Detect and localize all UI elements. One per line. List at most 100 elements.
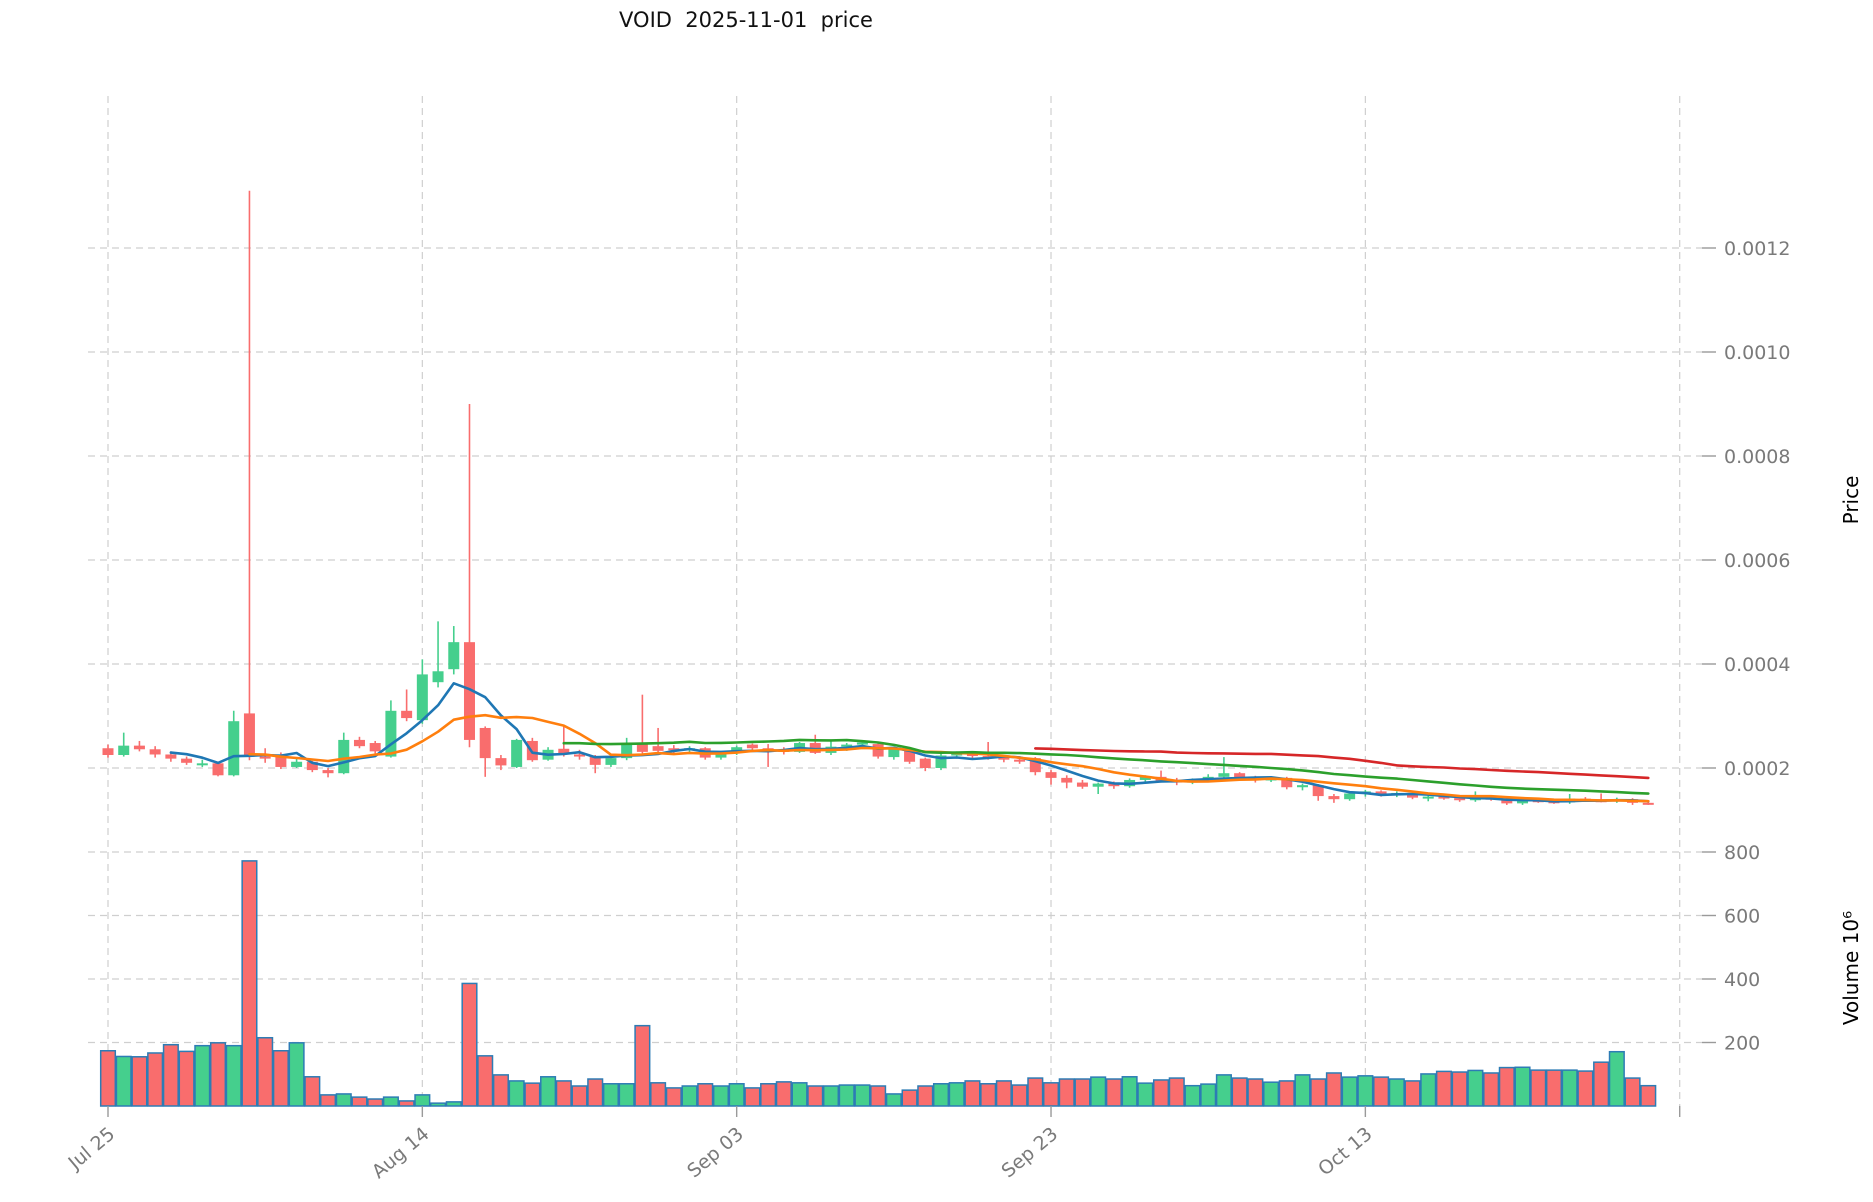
volume-bar [1027, 1077, 1044, 1107]
volume-bar [1498, 1066, 1515, 1107]
volume-bar [382, 1096, 399, 1107]
candle-body [1218, 773, 1230, 777]
candle-body [275, 755, 287, 767]
candle-body [243, 713, 255, 757]
candle-body [479, 727, 491, 759]
candle-body [385, 710, 397, 757]
price-tick-label: 0.0008 [1724, 446, 1790, 468]
volume-bar [319, 1094, 337, 1107]
volume-bar [477, 1055, 494, 1107]
volume-tick-label: 600 [1724, 906, 1760, 928]
volume-bar [1545, 1069, 1563, 1107]
volume-bar [225, 1044, 242, 1107]
volume-bar [1200, 1083, 1217, 1107]
candle-body [495, 758, 507, 766]
volume-bar [131, 1056, 148, 1107]
volume-bar [209, 1042, 227, 1107]
candle-body [998, 757, 1010, 760]
volume-bar [744, 1087, 761, 1107]
volume-bar [901, 1089, 918, 1107]
volume-bar [1357, 1075, 1374, 1107]
volume-bar [1373, 1076, 1390, 1107]
candle-body [1014, 759, 1026, 762]
candle-body [746, 744, 758, 749]
candle-body [935, 755, 947, 768]
volume-bar [1435, 1070, 1452, 1107]
candle-body [133, 745, 145, 750]
volume-bar [115, 1055, 132, 1107]
volume-tick-label: 400 [1724, 969, 1760, 991]
volume-bar [99, 1050, 117, 1107]
candle-body [558, 748, 570, 755]
volume-bar [414, 1094, 431, 1107]
date-tick-label: Oct 13 [1314, 1123, 1376, 1180]
volume-bar [1152, 1079, 1170, 1107]
volume-bar [1231, 1077, 1248, 1107]
price-tick-label: 0.0004 [1724, 654, 1790, 676]
price-tick-label: 0.0010 [1724, 342, 1790, 364]
candle-body [888, 748, 900, 758]
volume-bar [917, 1085, 934, 1107]
candle-body [841, 744, 853, 747]
volume-bar [194, 1044, 211, 1107]
volume-bar [524, 1082, 541, 1107]
candle-body [511, 739, 523, 767]
volume-bar [1593, 1061, 1610, 1107]
volume-bar [1483, 1072, 1500, 1107]
volume-bar [367, 1098, 384, 1107]
candle-body [636, 744, 648, 752]
candle-body [212, 763, 224, 776]
volume-bar [1247, 1078, 1264, 1107]
volume-bar [147, 1052, 164, 1107]
candle-body [1328, 796, 1340, 800]
ma30-line [562, 738, 1650, 795]
volume-bar [1058, 1078, 1075, 1107]
volume-bar [1561, 1069, 1578, 1107]
volume-bar [1184, 1084, 1201, 1107]
volume-bar [1624, 1077, 1641, 1107]
candle-body [416, 674, 428, 721]
volume-bar [571, 1085, 588, 1107]
volume-bar [1341, 1076, 1358, 1107]
volume-bar [681, 1085, 698, 1107]
candle-body [1234, 773, 1246, 778]
volume-bar [964, 1080, 981, 1107]
ma60-line [1034, 747, 1650, 780]
volume-bar [1310, 1078, 1327, 1107]
candle-body [401, 710, 413, 719]
candle-body [1454, 798, 1466, 801]
date-tick-label: Jul 25 [64, 1123, 120, 1175]
candle-body [919, 758, 931, 768]
volume-bar [650, 1082, 667, 1107]
volume-bar [1137, 1082, 1154, 1107]
candle-body [196, 763, 208, 766]
volume-bar [980, 1083, 997, 1107]
volume-axis-title: Volume 10⁶ [1839, 911, 1863, 1025]
price-axis-title: Price [1839, 476, 1863, 525]
volume-bar [728, 1083, 745, 1107]
date-tick-label: Sep 03 [683, 1123, 748, 1182]
candle-body [1281, 777, 1293, 788]
candle-body [338, 739, 350, 774]
volume-bar [1263, 1081, 1280, 1107]
volume-bar [1404, 1080, 1421, 1107]
ma5-line [169, 681, 1650, 803]
candle-body [652, 746, 664, 751]
volume-bar [1640, 1084, 1657, 1107]
volume-bar [697, 1083, 714, 1107]
volume-bar [492, 1074, 509, 1107]
candle-body [369, 743, 381, 752]
volume-bar [775, 1081, 792, 1107]
volume-bar [398, 1100, 415, 1107]
candle-body [1092, 783, 1104, 787]
candle-body [574, 754, 586, 757]
volume-tick-label: 800 [1724, 842, 1760, 864]
candle-body [1108, 783, 1120, 787]
chart-title: VOID 2025-11-01 price [619, 8, 873, 32]
volume-bar [854, 1084, 871, 1107]
date-tick-label: Sep 23 [998, 1123, 1063, 1182]
candle-body [904, 748, 916, 762]
volume-bar [1278, 1080, 1295, 1107]
candle-body [1061, 777, 1073, 783]
